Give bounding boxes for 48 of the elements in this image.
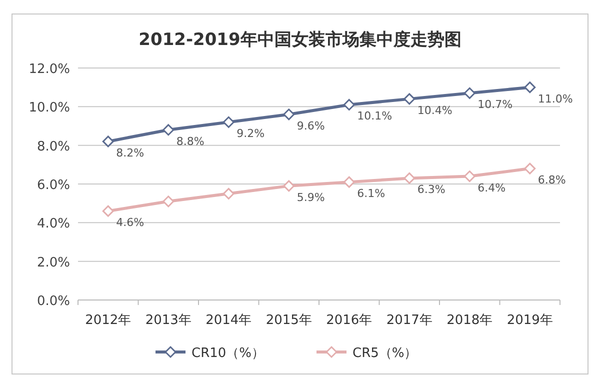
data-label: 6.1% <box>357 187 386 200</box>
data-label: 6.3% <box>417 183 446 196</box>
y-tick-label: 10.0% <box>28 100 70 116</box>
data-label: 8.2% <box>116 146 144 160</box>
point <box>162 124 174 136</box>
data-label: 6.8% <box>538 174 566 187</box>
point <box>524 162 536 174</box>
point <box>222 116 234 128</box>
point <box>102 205 114 217</box>
data-label: 6.4% <box>478 181 506 194</box>
data-label: 10.1% <box>357 110 392 123</box>
data-label: 9.6% <box>296 119 325 132</box>
point <box>102 136 114 148</box>
y-tick-label: 2.0% <box>36 255 70 270</box>
point <box>464 87 476 99</box>
x-tick-label: 2019年 <box>506 313 553 328</box>
point <box>343 176 355 188</box>
data-label: 8.8% <box>176 134 204 148</box>
y-tick-label: 8.0% <box>36 139 70 154</box>
point <box>404 172 416 184</box>
x-tick-label: 2018年 <box>446 313 493 328</box>
x-tick-label: 2014年 <box>206 313 252 328</box>
data-label: 10.7% <box>478 98 513 112</box>
point <box>283 180 295 192</box>
legend-label: CR10（%） <box>192 346 265 361</box>
point <box>162 196 174 208</box>
y-tick-label: 6.0% <box>36 178 70 193</box>
point <box>343 98 355 110</box>
data-label: 11.0% <box>538 92 573 106</box>
point <box>464 170 476 182</box>
data-label: 5.9% <box>296 190 325 204</box>
y-tick-label: 12.0% <box>28 62 70 77</box>
x-tick-label: 2015年 <box>266 313 312 328</box>
x-tick-label: 2012年 <box>85 313 132 328</box>
point <box>524 82 536 94</box>
y-tick-label: 4.0% <box>36 216 70 232</box>
x-tick-label: 2017年 <box>386 313 432 328</box>
chart-title: 2012-2019年中国女装市场集中度走势图 <box>138 30 462 50</box>
point <box>283 108 295 120</box>
point <box>404 93 416 105</box>
data-label: 10.4% <box>417 104 452 117</box>
x-tick-label: 2013年 <box>145 313 192 328</box>
data-label: 9.2% <box>236 127 265 140</box>
x-tick-label: 2016年 <box>326 313 372 328</box>
point <box>222 188 234 200</box>
legend-label: CR5（%） <box>352 346 418 361</box>
y-tick-label: 0.0% <box>36 294 70 309</box>
data-label: 4.6% <box>116 216 144 230</box>
